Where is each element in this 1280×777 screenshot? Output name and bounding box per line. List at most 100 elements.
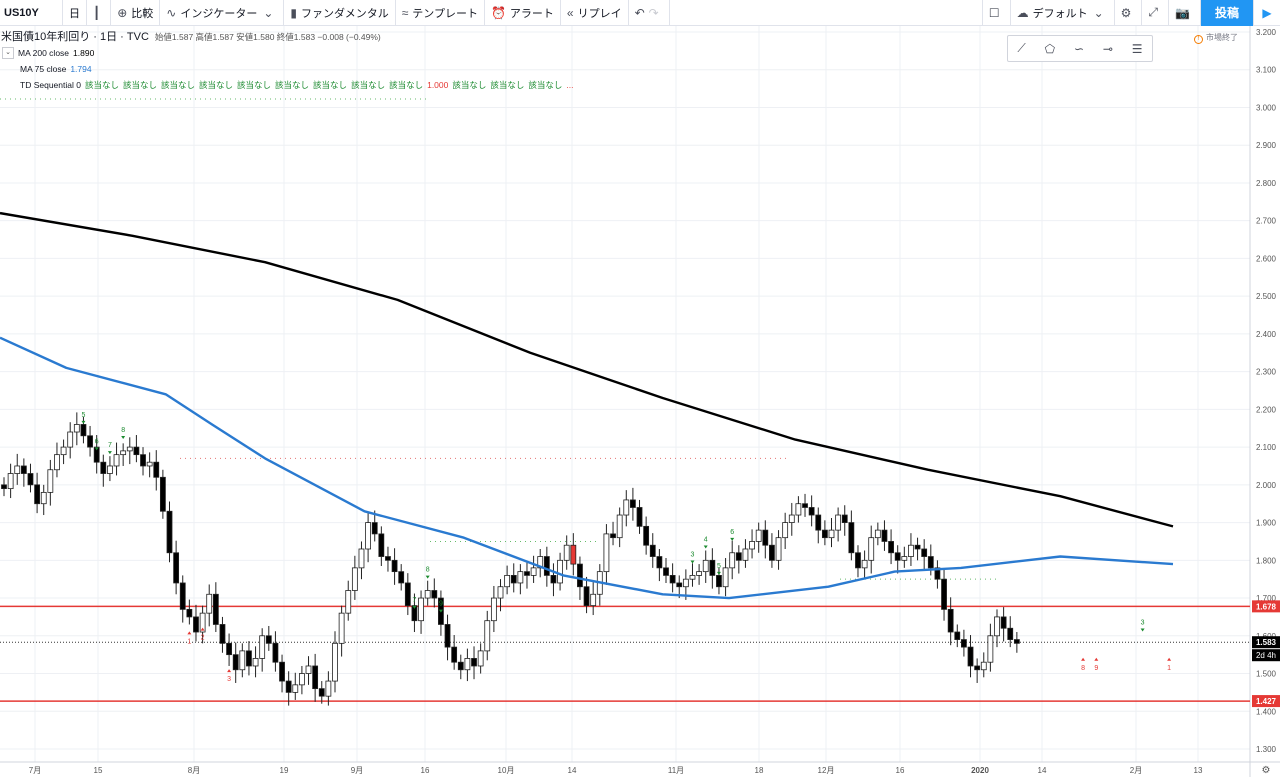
candle[interactable]	[444, 624, 451, 648]
candle[interactable]	[451, 646, 458, 663]
candle[interactable]	[232, 654, 239, 671]
candle[interactable]	[351, 567, 358, 591]
candle[interactable]	[669, 575, 676, 584]
candle[interactable]	[815, 514, 822, 531]
post-button[interactable]: 投稿	[1200, 0, 1253, 26]
candle[interactable]	[279, 661, 285, 682]
candle[interactable]	[212, 593, 219, 625]
candle[interactable]	[490, 597, 497, 622]
candle[interactable]	[557, 559, 563, 584]
candle[interactable]	[1, 484, 7, 490]
candle[interactable]	[974, 665, 981, 671]
shape-tool-icon[interactable]: ⬠	[1044, 41, 1056, 56]
candle[interactable]	[636, 507, 643, 527]
candle[interactable]	[265, 635, 272, 644]
candle[interactable]	[821, 529, 828, 539]
candle[interactable]	[40, 491, 47, 505]
candle[interactable]	[292, 684, 299, 693]
candle[interactable]	[133, 446, 140, 456]
candle[interactable]	[67, 431, 74, 448]
candle[interactable]	[769, 544, 775, 561]
candle[interactable]	[73, 424, 80, 433]
candle[interactable]	[570, 544, 577, 565]
candle[interactable]	[643, 525, 650, 546]
candle[interactable]	[855, 552, 861, 569]
layout-button[interactable]: ☐	[981, 0, 1011, 26]
candle[interactable]	[239, 650, 246, 671]
candle[interactable]	[927, 556, 934, 569]
candle[interactable]	[735, 552, 742, 561]
candle[interactable]	[173, 552, 180, 584]
candle[interactable]	[868, 537, 875, 561]
candle[interactable]	[325, 680, 332, 697]
candle[interactable]	[762, 529, 769, 546]
ma75-line[interactable]	[0, 336, 1174, 600]
candle[interactable]	[987, 635, 994, 663]
candle[interactable]	[742, 548, 749, 561]
candle[interactable]	[113, 454, 120, 467]
candle[interactable]	[14, 465, 21, 474]
candle[interactable]	[298, 673, 305, 686]
candle[interactable]	[27, 473, 34, 486]
candle[interactable]	[146, 461, 153, 467]
candle[interactable]	[332, 642, 338, 682]
candle[interactable]	[285, 680, 292, 693]
drawing-settings-icon[interactable]: ☰	[1131, 41, 1143, 56]
candle[interactable]	[371, 522, 378, 535]
candle[interactable]	[259, 635, 266, 659]
candle[interactable]	[47, 469, 54, 493]
candle[interactable]	[411, 605, 418, 622]
candle[interactable]	[550, 575, 557, 584]
candle[interactable]	[828, 529, 835, 539]
candle[interactable]	[126, 446, 133, 452]
interval-button[interactable]: 日	[63, 0, 87, 26]
candle[interactable]	[901, 556, 908, 561]
candle[interactable]	[1007, 627, 1014, 640]
candle[interactable]	[934, 567, 941, 580]
candle[interactable]	[802, 503, 808, 508]
candle[interactable]	[709, 559, 716, 576]
candle[interactable]	[179, 582, 186, 610]
candle[interactable]	[517, 571, 524, 584]
compare-button[interactable]: ⊕ 比較	[111, 0, 161, 26]
candle[interactable]	[980, 661, 987, 671]
candle[interactable]	[166, 510, 173, 554]
candle[interactable]	[961, 639, 967, 648]
candle[interactable]	[140, 454, 146, 467]
candle[interactable]	[385, 556, 391, 561]
candle[interactable]	[722, 567, 729, 588]
candle[interactable]	[881, 529, 888, 542]
candle[interactable]	[504, 575, 511, 588]
candle[interactable]	[358, 548, 365, 569]
candle[interactable]	[1000, 616, 1007, 629]
candle[interactable]	[914, 544, 921, 550]
candle[interactable]	[583, 586, 590, 606]
candle[interactable]	[888, 541, 894, 554]
candle[interactable]	[100, 461, 107, 474]
candle[interactable]	[80, 424, 87, 437]
candle[interactable]	[398, 571, 405, 584]
candle[interactable]	[941, 578, 947, 610]
redo-icon[interactable]: ↷	[648, 5, 659, 20]
candle[interactable]	[7, 473, 14, 490]
candle[interactable]	[497, 586, 504, 599]
candle[interactable]	[471, 658, 477, 667]
candle[interactable]	[947, 608, 954, 633]
candle[interactable]	[345, 590, 352, 614]
candle[interactable]	[107, 465, 113, 474]
candle[interactable]	[338, 612, 345, 644]
candle[interactable]	[689, 575, 696, 580]
candle[interactable]	[153, 461, 160, 478]
candle[interactable]	[755, 529, 762, 542]
candle[interactable]	[682, 578, 689, 588]
candle[interactable]	[186, 608, 193, 618]
candle[interactable]	[729, 552, 736, 569]
candle[interactable]	[775, 537, 782, 561]
fundamentals-button[interactable]: ▮ ファンダメンタル	[284, 0, 396, 26]
candle[interactable]	[199, 612, 206, 633]
candle[interactable]	[312, 665, 319, 690]
candle[interactable]	[630, 499, 636, 508]
candle[interactable]	[676, 582, 683, 588]
candle[interactable]	[60, 446, 67, 456]
collapse-legend-button[interactable]: ⌄	[2, 47, 14, 59]
